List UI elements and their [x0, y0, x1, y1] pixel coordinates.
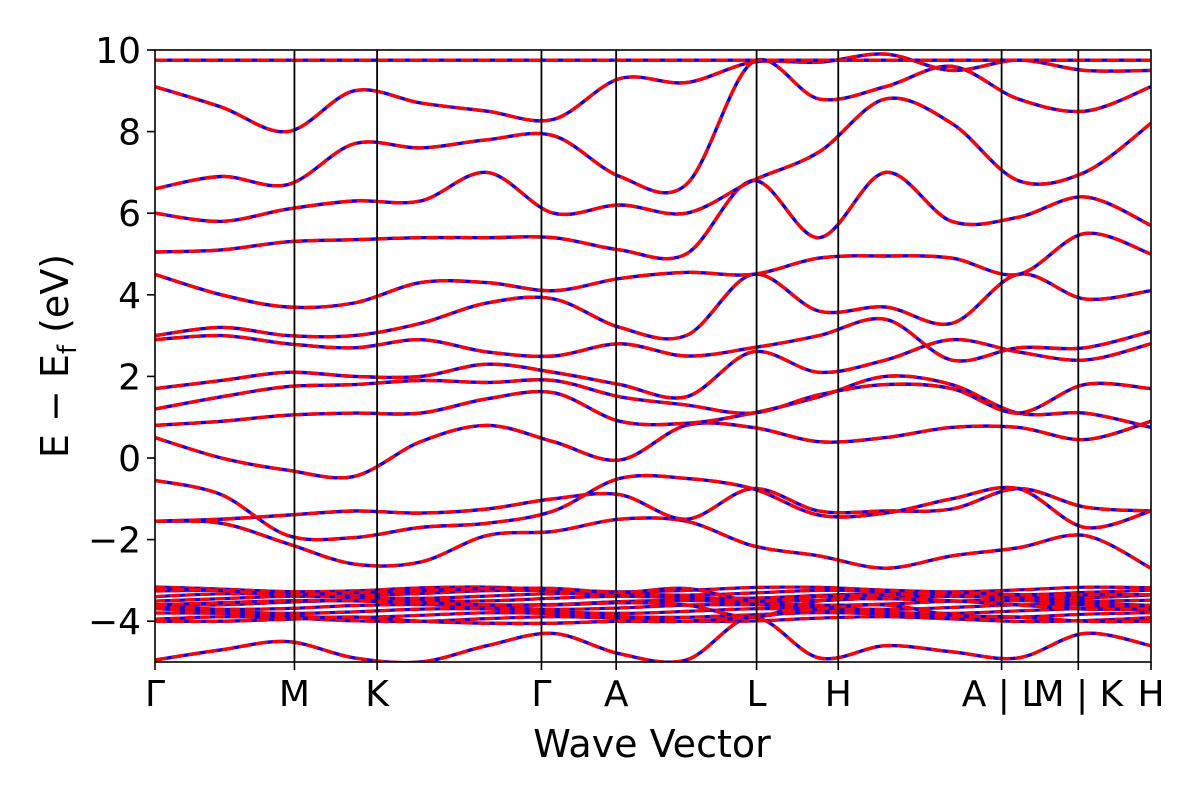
- kpoint-label: A | L: [962, 674, 1042, 715]
- kpoint-label: H: [825, 674, 852, 715]
- band-line-red: [155, 231, 1151, 310]
- band-line-red: [155, 316, 1151, 363]
- plot-area: [155, 52, 1151, 662]
- band-line-red: [155, 586, 1151, 603]
- y-axis-label-subscript: f: [53, 344, 83, 354]
- band-line-red: [155, 170, 1151, 261]
- band-line-red: [155, 516, 1151, 570]
- band-line-red: [155, 603, 1151, 626]
- y-tick-label: 4: [118, 276, 141, 317]
- kpoint-label: K: [365, 674, 390, 715]
- band-line-red: [155, 272, 1151, 341]
- kpoint-label: M: [279, 674, 310, 715]
- y-tick-label: −4: [88, 602, 141, 643]
- y-tick-label: 6: [118, 194, 141, 235]
- kpoint-label: Γ: [531, 674, 551, 715]
- y-tick-label: 10: [95, 31, 141, 72]
- plot-frame: [154, 49, 1152, 663]
- y-tick-label: −2: [88, 521, 141, 562]
- kpoint-label: A: [604, 674, 629, 715]
- kpoint-label: Γ: [145, 674, 165, 715]
- band-line-blue: [155, 374, 1151, 430]
- band-line-red: [155, 52, 1151, 134]
- y-tick-label: 8: [118, 113, 141, 154]
- band-line-red: [155, 58, 1151, 195]
- band-line-red-dense: [155, 606, 1151, 616]
- kpoint-label: L: [747, 674, 767, 715]
- band-line-red: [155, 337, 1151, 400]
- band-line-red: [155, 596, 1151, 619]
- band-line-red: [155, 486, 1151, 523]
- y-tick-label: 2: [118, 357, 141, 398]
- x-axis-ticks: Γ M K Γ A L H A | LM | K H: [145, 662, 1165, 715]
- band-line-red: [155, 419, 1151, 480]
- kpoint-label: M | K: [1033, 674, 1124, 715]
- y-axis-label-main: E − E: [33, 354, 77, 458]
- band-line-red: [155, 378, 1151, 416]
- band-line-red-dense: [155, 602, 1151, 612]
- y-axis-ticks: −4 −2 0 2 4 6 8 10: [88, 31, 155, 643]
- y-tick-label: 0: [118, 439, 141, 480]
- kpoint-separators: [293, 50, 1080, 662]
- band-line-red: [155, 96, 1151, 224]
- kpoint-label: H: [1137, 674, 1164, 715]
- band-line-red: [155, 473, 1151, 542]
- y-axis-label-unit: (eV): [33, 254, 77, 345]
- x-axis-label: Wave Vector: [533, 722, 771, 766]
- y-axis-label: E − Ef (eV): [33, 254, 83, 458]
